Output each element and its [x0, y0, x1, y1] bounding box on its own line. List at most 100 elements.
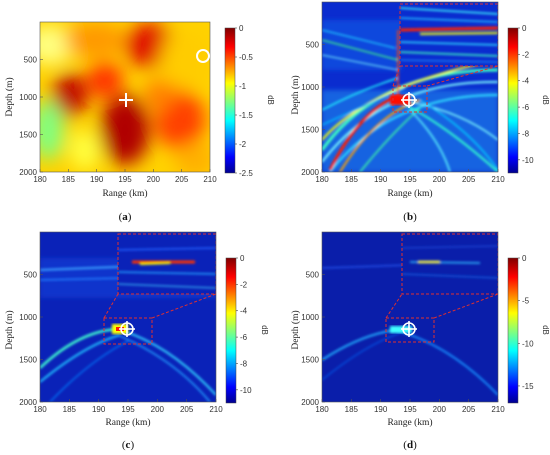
panel-a-circle-marker: [196, 49, 210, 63]
panel-c-yticks: 500 1000 1500 2000: [19, 271, 43, 407]
panel-d: 180 185 190 195 200 205 210 500 1000 1500 2000 Ra…: [290, 231, 550, 451]
panel-a-colorbar-ticks: 0 -0.5 -1 -1.5 -2 -2.5: [235, 24, 253, 178]
x-tick-label: 180: [315, 405, 329, 414]
panel-d-ylabel: Depth (m): [290, 310, 301, 349]
y-tick-label: 2000: [301, 168, 319, 177]
panel-b-ylabel: Depth (m): [290, 75, 301, 114]
x-tick-label: 200: [433, 405, 447, 414]
panel-d-heatmap: [322, 232, 498, 402]
panel-d-yticks: 500 1000 1500 2000: [301, 271, 325, 407]
panel-d-xlabel: Range (km): [387, 417, 432, 428]
y-tick-label: 2000: [301, 398, 319, 407]
y-tick-label: 1500: [301, 356, 319, 365]
colorbar-tick-label: -6: [240, 333, 248, 342]
colorbar-tick-label: -8: [240, 359, 248, 368]
panel-a-cross-marker: [119, 93, 133, 107]
panel-a-ylabel: Depth (m): [4, 77, 15, 116]
colorbar-tick-label: -6: [522, 103, 530, 112]
y-tick-label: 1500: [19, 131, 37, 140]
panel-b-xticks: 180 185 190 195 200 205 210: [315, 169, 505, 184]
panel-d-colorbar-label: dB: [541, 325, 550, 335]
colorbar-tick-label: -10: [240, 386, 252, 395]
panel-d-circle-cross-marker: [401, 321, 417, 337]
panel-d-colorbar-ticks: 0 -5 -10 -15: [518, 254, 534, 391]
x-tick-label: 210: [491, 405, 505, 414]
x-tick-label: 190: [92, 405, 106, 414]
x-tick-label: 195: [118, 175, 132, 184]
panel-a-colorbar: [224, 27, 236, 174]
colorbar-tick-label: -1.5: [239, 111, 253, 120]
y-tick-label: 1000: [301, 313, 319, 322]
colorbar-tick-label: -4: [240, 307, 248, 316]
colorbar-tick-label: 0: [240, 254, 245, 263]
colorbar-tick-label: -10: [522, 156, 534, 165]
x-tick-label: 185: [62, 175, 76, 184]
x-tick-label: 200: [147, 175, 161, 184]
panel-b-circle-cross-marker: [401, 92, 417, 108]
x-tick-label: 180: [33, 405, 47, 414]
x-tick-label: 190: [90, 175, 104, 184]
y-tick-label: 2000: [19, 168, 37, 177]
x-tick-label: 180: [315, 175, 329, 184]
panel-b-zoom-box: [392, 85, 428, 113]
y-tick-label: 500: [306, 271, 320, 280]
x-tick-label: 210: [209, 405, 223, 414]
panel-a-heatmap: [40, 22, 210, 172]
panel-c-colorbar: [225, 257, 237, 404]
panel-a-yticks: 500 1000 1500 2000: [19, 56, 43, 177]
panel-c-xticks: 180 185 190 195 200 205 210: [33, 399, 223, 414]
panel-c: 180 185 190 195 200 205 210 500 1000 1500 2000 Ra…: [4, 231, 269, 451]
colorbar-tick-label: -15: [522, 382, 534, 391]
colorbar-tick-label: 0: [522, 24, 527, 33]
colorbar-tick-label: -1: [239, 82, 247, 91]
x-tick-label: 210: [203, 175, 217, 184]
colorbar-tick-label: -10: [522, 339, 534, 348]
colorbar-tick-label: -2: [239, 140, 247, 149]
x-tick-label: 190: [374, 175, 388, 184]
panel-c-colorbar-ticks: 0 -2 -4 -6 -8 -10: [236, 254, 252, 395]
colorbar-tick-label: -5: [522, 297, 530, 306]
colorbar-tick-label: -0.5: [239, 53, 253, 62]
panel-d-colorbar: [507, 257, 519, 404]
y-tick-label: 500: [306, 41, 320, 50]
x-tick-label: 180: [33, 175, 47, 184]
x-tick-label: 205: [175, 175, 189, 184]
x-tick-label: 200: [433, 175, 447, 184]
panel-d-xticks: 180 185 190 195 200 205 210: [315, 399, 505, 414]
panel-b-caption: (b): [403, 211, 417, 223]
y-tick-label: 1000: [19, 313, 37, 322]
x-tick-label: 205: [462, 175, 476, 184]
y-tick-label: 500: [24, 56, 38, 65]
x-tick-label: 205: [180, 405, 194, 414]
panel-c-xlabel: Range (km): [105, 417, 150, 428]
panel-d-caption: (d): [403, 439, 417, 451]
x-tick-label: 195: [121, 405, 135, 414]
y-tick-label: 500: [24, 271, 38, 280]
panel-c-ylabel: Depth (m): [4, 310, 15, 349]
x-tick-label: 195: [403, 175, 417, 184]
panel-a-xlabel: Range (km): [102, 188, 147, 199]
panel-b-heatmap: [322, 2, 498, 172]
panel-a-caption: (a): [119, 211, 132, 223]
panel-a-xticks: 180 185 190 195 200 205 210: [33, 169, 217, 184]
panel-c-colorbar-label: dB: [260, 325, 269, 335]
colorbar-tick-label: 0: [522, 254, 527, 263]
y-tick-label: 1000: [301, 83, 319, 92]
panel-c-zoom-box: [103, 317, 153, 345]
panel-b-colorbar: [507, 27, 519, 174]
y-tick-label: 1500: [19, 356, 37, 365]
panel-b-yticks: 500 1000 1500 2000: [301, 41, 325, 177]
x-tick-label: 185: [345, 405, 359, 414]
colorbar-tick-label: -2: [240, 280, 248, 289]
y-tick-label: 1000: [19, 93, 37, 102]
x-tick-label: 185: [63, 405, 77, 414]
panel-b-colorbar-ticks: 0 -2 -4 -6 -8 -10: [518, 24, 534, 165]
panel-d-zoom-box: [385, 317, 435, 343]
panel-c-heatmap: [40, 232, 216, 402]
x-tick-label: 195: [403, 405, 417, 414]
panel-c-caption: (c): [122, 439, 135, 451]
x-tick-label: 205: [462, 405, 476, 414]
panel-b-colorbar-label: dB: [541, 95, 550, 105]
x-tick-label: 190: [374, 405, 388, 414]
